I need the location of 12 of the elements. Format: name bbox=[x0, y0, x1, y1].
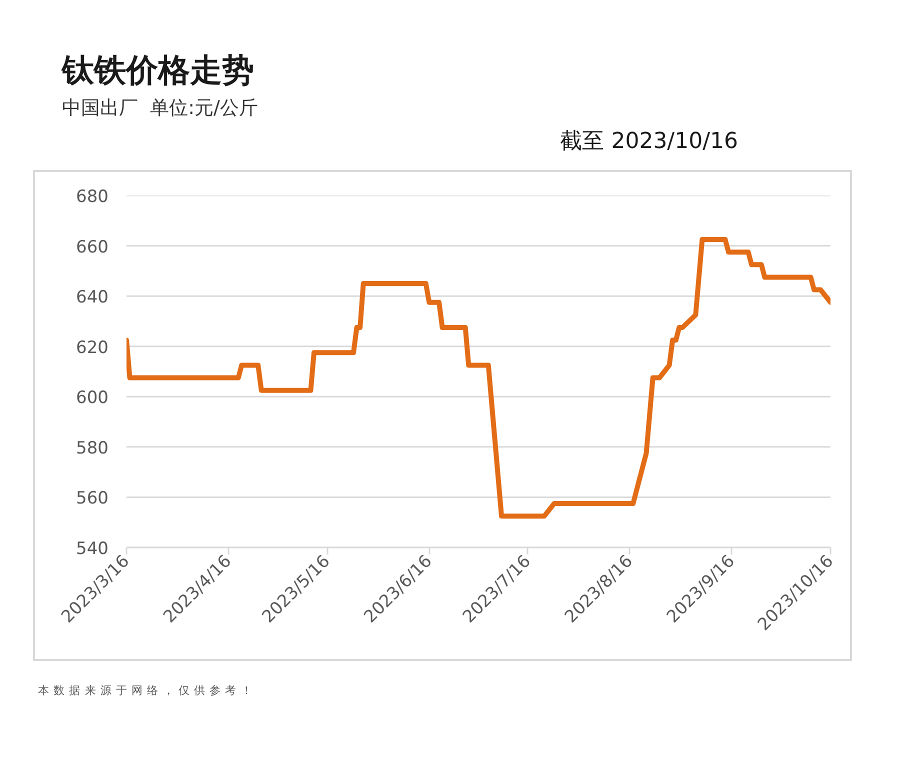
y-tick-label: 680 bbox=[76, 187, 109, 207]
y-tick-label: 600 bbox=[76, 388, 109, 408]
text: 本数据来源于网络，仅供参考！ bbox=[38, 683, 256, 699]
y-tick-label: 620 bbox=[76, 338, 109, 358]
y-tick-label: 580 bbox=[76, 438, 109, 458]
y-tick-label: 660 bbox=[76, 237, 109, 258]
text: 截至 2023/10/16 bbox=[560, 128, 738, 156]
y-tick-label: 640 bbox=[76, 288, 109, 308]
chart-subtitle: 中国出厂 单位:元/公斤 bbox=[62, 96, 258, 121]
chart-title: 钛铁价格走势 bbox=[62, 50, 254, 91]
y-tick-label: 540 bbox=[76, 539, 109, 559]
y-tick-label: 560 bbox=[76, 488, 109, 509]
